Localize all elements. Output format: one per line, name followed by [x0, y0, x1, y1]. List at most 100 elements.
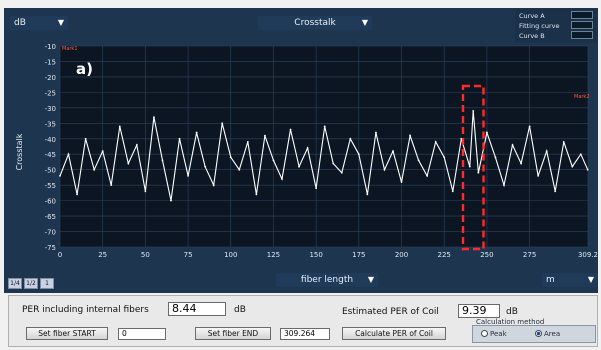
- radio-area[interactable]: Area: [535, 330, 560, 338]
- x-tick-label: 309.2: [578, 251, 598, 259]
- highlight-region: [461, 84, 485, 251]
- unit-dropdown-value: dB: [14, 18, 26, 28]
- xaxis-dropdown[interactable]: fiber length ▼: [276, 273, 378, 287]
- series-point: [477, 171, 480, 174]
- series-point: [392, 150, 394, 153]
- series-point: [255, 193, 258, 196]
- y-tick-label: -30: [45, 105, 56, 113]
- x-tick-label: 125: [267, 251, 280, 259]
- series-point: [238, 168, 241, 171]
- series-point: [494, 156, 497, 159]
- series-point: [170, 199, 172, 202]
- series-point: [187, 174, 189, 177]
- annotation-layer: [461, 84, 485, 251]
- x-tick-label: 100: [224, 251, 237, 259]
- series-point: [562, 140, 565, 143]
- series-point: [178, 137, 181, 140]
- x-tick-label: 275: [523, 251, 536, 259]
- set-fiber-start-button[interactable]: Set fiber START: [26, 327, 108, 340]
- series-point: [357, 153, 360, 156]
- series-point: [332, 162, 335, 165]
- y-tick-label: -60: [45, 198, 56, 206]
- series-point: [110, 184, 113, 187]
- series-point: [153, 116, 155, 119]
- zoom-full-button[interactable]: 1: [40, 278, 54, 289]
- grid: [59, 45, 589, 248]
- series-point: [212, 184, 215, 187]
- series-point: [528, 125, 531, 128]
- y-axis-ticks: -10 -15 -20 -25 -30 -35 -40 -45 -50 -55 -60 -65 -70 -…: [45, 43, 56, 252]
- x-tick-label: 0: [58, 251, 62, 259]
- chevron-down-icon: ▼: [361, 18, 368, 27]
- x-tick-label: 250: [480, 251, 493, 259]
- x-tick-label: 225: [438, 251, 451, 259]
- y-tick-label: -65: [45, 213, 56, 221]
- x-axis-ticks: 0 25 50 75 100 125 150 175 200 225 250 275 309.2: [58, 251, 598, 259]
- y-tick-label: -70: [45, 229, 56, 237]
- legend-swatch-curve-b: [571, 31, 593, 39]
- y-tick-label: -25: [45, 89, 56, 97]
- per-internal-value: 8.44: [168, 302, 226, 316]
- series-layer: [59, 110, 589, 202]
- series-point: [349, 137, 352, 140]
- series-point: [204, 165, 207, 168]
- series-point: [221, 122, 224, 125]
- legend-label: Curve A: [519, 12, 545, 20]
- series-point: [443, 156, 446, 159]
- legend-item-fitting-curve: Fitting curve: [519, 21, 560, 31]
- series-point: [426, 174, 429, 177]
- series-point: [306, 147, 309, 149]
- chevron-down-icon: ▼: [587, 275, 594, 284]
- chevron-down-icon: ▼: [367, 275, 374, 284]
- y-tick-label: -10: [45, 43, 56, 51]
- y-tick-label: -45: [45, 151, 56, 159]
- x-tick-label: 50: [141, 251, 150, 259]
- series-point: [486, 131, 488, 134]
- series-point: [434, 140, 437, 143]
- zoom-half-button[interactable]: 1/2: [24, 278, 38, 289]
- series-point: [135, 144, 138, 146]
- series-point: [161, 159, 164, 162]
- calculation-method-group: Peak Area: [472, 325, 596, 343]
- y-tick-label: -20: [45, 74, 56, 82]
- series-point: [93, 168, 96, 171]
- series-point: [579, 153, 582, 156]
- series-point: [246, 140, 249, 143]
- calculate-per-button[interactable]: Calculate PER of Coil: [342, 327, 446, 340]
- legend-label: Fitting curve: [519, 22, 560, 30]
- radio-peak[interactable]: Peak: [481, 330, 507, 338]
- zoom-quarter-button[interactable]: 1/4: [8, 278, 22, 289]
- per-internal-unit: dB: [234, 305, 246, 315]
- series-point: [545, 150, 548, 153]
- xunit-dropdown-value: m: [546, 275, 555, 285]
- fiber-end-field[interactable]: 309.264: [280, 328, 330, 340]
- radio-area-dot: [535, 330, 542, 337]
- xunit-dropdown[interactable]: m ▼: [542, 273, 598, 287]
- set-fiber-end-button[interactable]: Set fiber END: [195, 327, 271, 340]
- y-tick-label: -40: [45, 136, 56, 144]
- legend: Curve A Fitting curve Curve B: [515, 9, 597, 43]
- series-point: [229, 156, 232, 159]
- plot-area: [60, 46, 588, 247]
- series-point: [101, 150, 104, 153]
- series-point: [84, 137, 87, 140]
- unit-dropdown[interactable]: dB ▼: [10, 16, 68, 30]
- x-tick-label: 175: [352, 251, 365, 259]
- fiber-start-field[interactable]: 0: [118, 328, 166, 340]
- chevron-down-icon: ▼: [57, 18, 64, 27]
- series-point: [537, 174, 540, 177]
- series-point: [195, 131, 198, 134]
- legend-label: Curve B: [519, 32, 545, 40]
- series-point: [127, 162, 130, 165]
- y-tick-label: -75: [45, 244, 56, 252]
- legend-swatch-fitting-curve: [571, 21, 593, 29]
- series-point: [451, 190, 454, 193]
- series-point: [586, 168, 589, 171]
- measurement-dropdown[interactable]: Crosstalk ▼: [258, 16, 372, 30]
- marker-left-label: Mark1: [62, 46, 78, 52]
- measurement-dropdown-value: Crosstalk: [294, 18, 336, 28]
- series-point: [340, 171, 343, 174]
- calculation-method-label: Calculation method: [476, 318, 545, 326]
- estimated-per-label: Estimated PER of Coil: [342, 307, 439, 317]
- series-point: [383, 168, 386, 171]
